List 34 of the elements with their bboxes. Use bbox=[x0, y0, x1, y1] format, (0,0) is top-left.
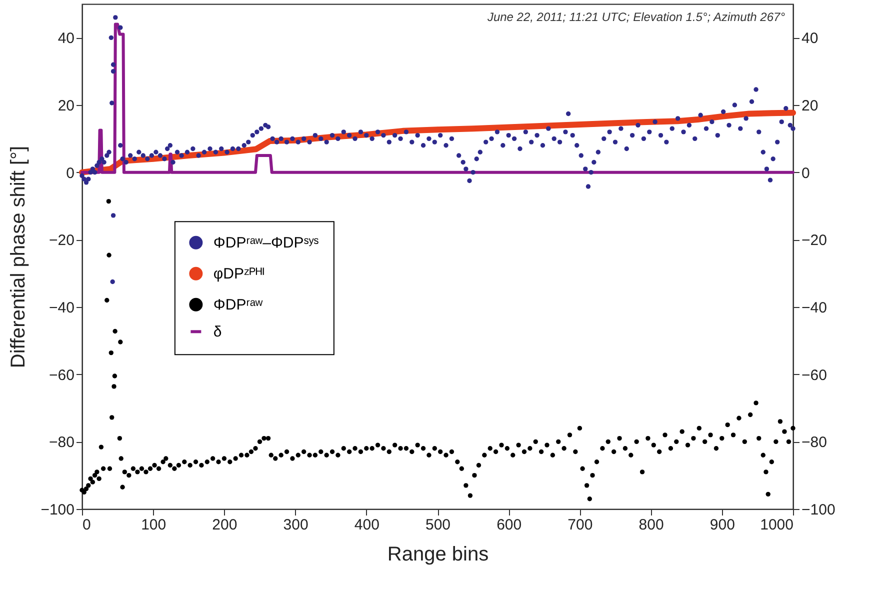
legend-label: δ bbox=[213, 324, 222, 341]
y-tick-label: −100 bbox=[40, 502, 74, 518]
legend-label: ΦDPʳᵃʷ–ΦDPˢʸˢ bbox=[213, 234, 319, 252]
x-tick-label: 0 bbox=[82, 516, 91, 534]
y2-tick-label: −100 bbox=[802, 502, 836, 518]
y-tick-label: 40 bbox=[58, 30, 74, 48]
y-tick-label: −80 bbox=[49, 434, 74, 452]
y2-tick-label: 20 bbox=[802, 98, 818, 114]
y2-tick-label: −80 bbox=[802, 434, 827, 452]
y-tick-label: −40 bbox=[49, 300, 74, 316]
x-tick-label: 600 bbox=[496, 516, 522, 534]
x-axis-title: Range bins bbox=[387, 544, 489, 566]
y2-tick-label: −40 bbox=[802, 300, 827, 316]
x-tick-label: 100 bbox=[141, 516, 166, 534]
y-tick-label: 20 bbox=[58, 98, 74, 114]
x-tick-label: 300 bbox=[283, 516, 308, 534]
y-tick-label: 0 bbox=[66, 164, 74, 182]
y-axis-title: Differential phase shift [°] bbox=[8, 146, 30, 368]
y-tick-label: −20 bbox=[49, 232, 74, 250]
x-tick-label: 1000 bbox=[760, 516, 794, 534]
y2-tick-label: 0 bbox=[802, 164, 810, 182]
y2-tick-label: −60 bbox=[802, 366, 827, 384]
x-tick-label: 700 bbox=[568, 516, 593, 534]
x-tick-label: 900 bbox=[710, 516, 735, 534]
x-tick-label: 500 bbox=[425, 516, 451, 534]
legend-label: ΦDPʳᵃʷ bbox=[213, 296, 264, 314]
y-tick-label: −60 bbox=[49, 366, 74, 384]
y2-tick-label: 40 bbox=[802, 30, 818, 48]
x-tick-label: 400 bbox=[354, 516, 380, 534]
y2-tick-label: −20 bbox=[802, 232, 827, 250]
x-tick-label: 800 bbox=[638, 516, 664, 534]
legend-label: φDPᶻᴾᴴᴵ bbox=[213, 266, 265, 283]
annotation: June 22, 2011; 11:21 UTC; Elevation 1.5°; Azimuth 267° bbox=[486, 10, 786, 24]
x-tick-label: 200 bbox=[212, 516, 238, 534]
